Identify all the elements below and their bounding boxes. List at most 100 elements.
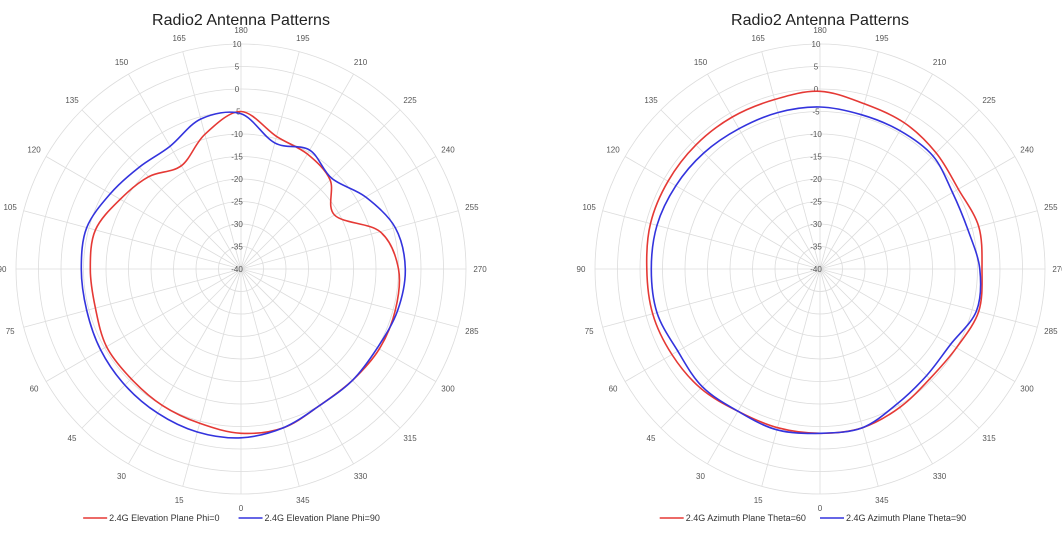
grid-spoke bbox=[23, 268, 242, 328]
radial-tick-label: 5 bbox=[235, 63, 240, 72]
data-point bbox=[274, 142, 276, 144]
radial-tick-label: 10 bbox=[812, 40, 821, 49]
radial-tick-label: -25 bbox=[231, 198, 243, 207]
radial-tick-label: 10 bbox=[233, 40, 242, 49]
angle-tick-label: 75 bbox=[6, 327, 15, 336]
angle-tick-label: 195 bbox=[296, 34, 310, 43]
data-point bbox=[204, 133, 206, 135]
grid-spoke bbox=[819, 51, 879, 270]
angle-tick-label: 120 bbox=[606, 146, 620, 155]
data-point bbox=[240, 110, 242, 112]
data-point bbox=[951, 191, 953, 193]
data-point bbox=[737, 410, 739, 412]
angle-tick-label: 120 bbox=[27, 146, 41, 155]
grid-spoke bbox=[624, 268, 821, 382]
angle-tick-label: 225 bbox=[982, 96, 996, 105]
angle-tick-label: 270 bbox=[1052, 265, 1062, 274]
angle-tick-label: 345 bbox=[875, 496, 889, 505]
series-line-2 bbox=[80, 111, 407, 439]
angle-tick-label: 330 bbox=[354, 472, 368, 481]
legend-label: 2.4G Azimuth Plane Theta=60 bbox=[686, 513, 806, 523]
radial-tick-label: -20 bbox=[810, 175, 822, 184]
data-point bbox=[89, 268, 91, 270]
grid-spoke bbox=[45, 268, 242, 382]
grid-spoke bbox=[240, 210, 459, 270]
angle-tick-label: 315 bbox=[982, 434, 996, 443]
angle-tick-label: 255 bbox=[1044, 203, 1058, 212]
radial-tick-label: -30 bbox=[810, 220, 822, 229]
radial-tick-label: -25 bbox=[810, 198, 822, 207]
data-point bbox=[652, 313, 654, 315]
grid-spoke bbox=[182, 51, 242, 270]
polar-chart-1: Radio2 Antenna Patterns01530456075901051… bbox=[0, 12, 487, 523]
data-point bbox=[656, 224, 658, 226]
radial-tick-label: -40 bbox=[231, 265, 243, 274]
data-point bbox=[86, 309, 88, 311]
legend-label: 2.4G Elevation Plane Phi=0 bbox=[109, 513, 219, 523]
data-point bbox=[86, 227, 88, 229]
angle-tick-label: 195 bbox=[875, 34, 889, 43]
data-point bbox=[180, 165, 182, 167]
angle-tick-label: 45 bbox=[647, 434, 656, 443]
angle-tick-label: 105 bbox=[3, 203, 17, 212]
data-point bbox=[240, 113, 242, 115]
data-point bbox=[738, 128, 740, 130]
data-point bbox=[161, 404, 163, 406]
angle-tick-label: 300 bbox=[441, 385, 455, 394]
chart-title: Radio2 Antenna Patterns bbox=[731, 12, 909, 29]
angle-tick-label: 135 bbox=[644, 96, 658, 105]
data-point bbox=[860, 114, 862, 116]
grid-spoke bbox=[240, 156, 437, 270]
grid-spoke bbox=[182, 268, 242, 487]
chart-title: Radio2 Antenna Patterns bbox=[152, 12, 330, 29]
angle-tick-label: 285 bbox=[465, 327, 479, 336]
data-point bbox=[656, 312, 658, 314]
data-point bbox=[671, 353, 673, 355]
grid-spoke bbox=[81, 109, 242, 270]
angle-tick-label: 0 bbox=[818, 504, 823, 513]
angle-tick-label: 30 bbox=[117, 472, 126, 481]
angle-tick-label: 225 bbox=[403, 96, 417, 105]
angle-tick-label: 135 bbox=[65, 96, 79, 105]
grid-spoke bbox=[240, 51, 300, 270]
grid-spoke bbox=[707, 268, 821, 465]
data-point bbox=[703, 152, 705, 154]
data-point bbox=[819, 106, 821, 108]
data-point bbox=[957, 188, 959, 190]
angle-tick-label: 75 bbox=[585, 327, 594, 336]
radial-tick-label: -10 bbox=[810, 130, 822, 139]
legend: 2.4G Azimuth Plane Theta=60 2.4G Azimuth … bbox=[659, 513, 966, 523]
radial-tick-label: -5 bbox=[812, 108, 820, 117]
radial-tick-label: -10 bbox=[231, 130, 243, 139]
series-line-2 bbox=[650, 106, 982, 435]
data-point bbox=[157, 412, 159, 414]
angle-tick-label: 150 bbox=[694, 58, 708, 67]
data-point bbox=[863, 103, 865, 105]
angle-tick-label: 345 bbox=[296, 496, 310, 505]
series-line-1 bbox=[645, 90, 983, 435]
data-point bbox=[695, 144, 697, 146]
grid-spoke bbox=[128, 268, 242, 465]
grid-spoke bbox=[660, 268, 821, 429]
grid-spoke bbox=[707, 73, 821, 270]
angle-tick-label: 165 bbox=[751, 34, 765, 43]
data-point bbox=[351, 379, 353, 381]
data-point bbox=[275, 135, 277, 137]
data-point bbox=[978, 310, 980, 312]
data-point bbox=[109, 192, 111, 194]
angle-tick-label: 330 bbox=[933, 472, 947, 481]
data-point bbox=[100, 349, 102, 351]
angle-tick-label: 90 bbox=[0, 265, 7, 274]
grid-spoke bbox=[602, 268, 821, 328]
data-point bbox=[646, 268, 648, 270]
data-point bbox=[935, 152, 937, 154]
data-point bbox=[333, 214, 335, 216]
data-point bbox=[379, 231, 381, 233]
grid-spoke bbox=[819, 73, 933, 270]
grid-spoke bbox=[45, 156, 242, 270]
polar-chart-2: Radio2 Antenna Patterns01530456075901051… bbox=[577, 12, 1062, 523]
data-point bbox=[929, 378, 931, 380]
data-point bbox=[967, 228, 969, 230]
data-point bbox=[130, 378, 132, 380]
